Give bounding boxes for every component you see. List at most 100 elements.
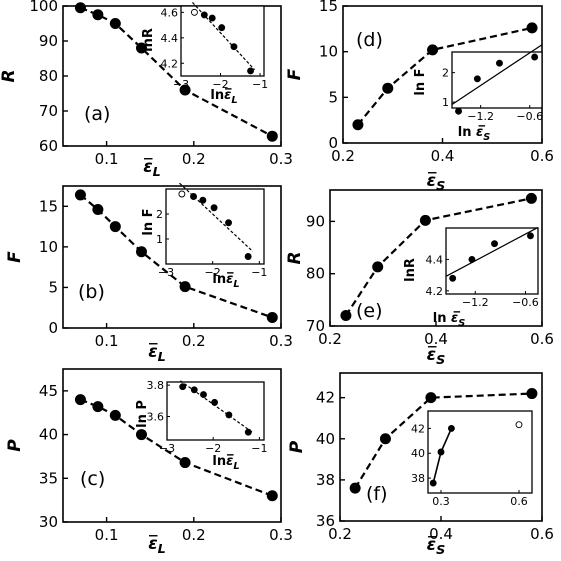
- data-point: [266, 490, 278, 502]
- y-axis-label-e: R: [285, 251, 305, 264]
- inset-x-tick-label: −1: [251, 442, 267, 455]
- panel-e: 0.2 0.4 0.6 70 80 90 RεS (e) −1.2 −0.6 4.2 4.4 lnR ln…: [285, 189, 554, 368]
- inset-y-tick-label: 3.8: [147, 379, 165, 392]
- inset-x-tick-label: −1.2: [467, 110, 494, 123]
- data-point: [526, 388, 538, 400]
- x-tick-label: 0.2: [328, 525, 352, 543]
- inset-y-tick-label: 3.6: [147, 410, 165, 423]
- x-tick-label: 0.4: [424, 330, 448, 348]
- inset-f: 0.3 0.6 38 40 42: [411, 410, 533, 508]
- inset-fit-line: [445, 226, 539, 277]
- y-tick-label: 36: [316, 512, 335, 530]
- x-tick-label: 0.3: [269, 332, 293, 350]
- y-tick-label: 90: [39, 32, 58, 50]
- inset-e: −1.2 −0.6 4.2 4.4 lnR ln εS: [403, 226, 539, 329]
- data-point: [92, 401, 104, 413]
- data-point: [109, 221, 121, 233]
- axes-frame-b: [62, 185, 282, 329]
- series-line-b: [79, 194, 273, 319]
- y-tick-label: 5: [48, 278, 58, 296]
- inset-x-tick-label: −2: [205, 442, 221, 455]
- panel-f: 0.2 0.4 0.6 36 38 40 42 PεS (f) 0.3 0.6 38 40 42: [287, 372, 554, 558]
- y-axis-label-d: F: [285, 68, 305, 80]
- svg-text:εL: εL: [148, 534, 166, 557]
- svg-text:lnεL: lnεL: [212, 272, 239, 290]
- inset-y-tick-label: 4.4: [161, 32, 179, 45]
- y-tick-label: 42: [316, 389, 335, 407]
- inset-y-label: lnR: [403, 258, 418, 282]
- inset-data-point: [473, 75, 481, 83]
- y-tick-label: 80: [306, 265, 325, 283]
- y-tick-label: 35: [39, 469, 58, 487]
- panel-label-f: (f): [366, 483, 388, 505]
- svg-text:lnεL: lnεL: [212, 454, 239, 472]
- data-point: [382, 82, 394, 94]
- inset-hollow-point: [190, 8, 198, 16]
- inset-data-point: [496, 59, 503, 67]
- inset-data-point: [208, 14, 216, 22]
- inset-y-tick-label: 4.6: [161, 6, 179, 19]
- inset-x-label: lnεL: [212, 272, 239, 290]
- inset-data-point: [218, 24, 226, 32]
- x-tick-label: 0.6: [530, 330, 554, 348]
- panel-label-d: (d): [356, 29, 383, 51]
- inset-y-tick-label: 2: [442, 67, 449, 80]
- svg-text:ln εS: ln εS: [433, 311, 466, 329]
- inset-fit-line: [451, 44, 543, 105]
- data-point: [340, 310, 352, 322]
- inset-data-point: [429, 479, 437, 487]
- x-axis-label-d: εS: [427, 171, 446, 194]
- y-tick-label: 15: [39, 197, 58, 215]
- inset-data-point: [244, 428, 252, 436]
- data-point: [179, 84, 191, 96]
- inset-d: −1.2 −0.6 1 2 ln F ln εS: [413, 44, 543, 143]
- x-tick-label: 0.2: [182, 332, 206, 350]
- x-axis-label-b: εL: [148, 342, 166, 365]
- svg-text:lnεL: lnεL: [210, 88, 237, 106]
- inset-data-point: [200, 11, 208, 19]
- inset-x-tick-label: −1.2: [462, 296, 489, 309]
- inset-data-point: [230, 43, 238, 51]
- inset-y-tick-label: 4.4: [426, 253, 444, 266]
- data-point: [135, 42, 147, 54]
- inset-x-label: ln εS: [433, 311, 466, 329]
- inset-data-point: [491, 240, 498, 248]
- x-tick-label: 0.2: [331, 147, 355, 165]
- inset-hollow-point: [178, 190, 186, 198]
- y-tick-label: 100: [29, 0, 58, 15]
- inset-x-label: lnεL: [212, 454, 239, 472]
- inset-data-point: [210, 204, 218, 212]
- x-tick-label: 0.4: [429, 525, 453, 543]
- y-tick-label: 70: [306, 317, 325, 335]
- x-axis-label-f: εS: [427, 535, 446, 558]
- axes-frame-c: [62, 368, 282, 523]
- inset-b: −3 −2 −1 1 2ln F lnεL: [141, 182, 267, 290]
- inset-y-tick-label: 40: [411, 447, 425, 460]
- data-point: [372, 261, 384, 273]
- data-point: [179, 457, 191, 469]
- svg-text:εS: εS: [427, 535, 446, 558]
- inset-frame: [451, 51, 543, 109]
- data-point: [109, 18, 121, 29]
- inset-data-point: [225, 219, 232, 227]
- inset-y-label: ln P: [135, 400, 150, 428]
- data-point: [525, 192, 537, 204]
- y-axis-label-c: P: [5, 439, 25, 452]
- data-point: [352, 119, 364, 131]
- data-point: [266, 130, 278, 142]
- y-tick-label: 0: [328, 134, 338, 152]
- data-point: [74, 189, 86, 201]
- y-tick-label: 40: [316, 430, 335, 448]
- panel-label-a: (a): [84, 103, 110, 125]
- data-point: [349, 482, 361, 494]
- series-line-f: [354, 392, 532, 489]
- inset-data-point: [244, 253, 252, 260]
- data-point: [425, 392, 437, 404]
- inset-data-point: [447, 424, 455, 432]
- inset-y-label: ln F: [141, 208, 156, 235]
- svg-text:εS: εS: [427, 171, 446, 194]
- series-line-d: [357, 26, 533, 126]
- data-point: [92, 9, 104, 21]
- inset-x-tick-label: −2: [205, 266, 221, 279]
